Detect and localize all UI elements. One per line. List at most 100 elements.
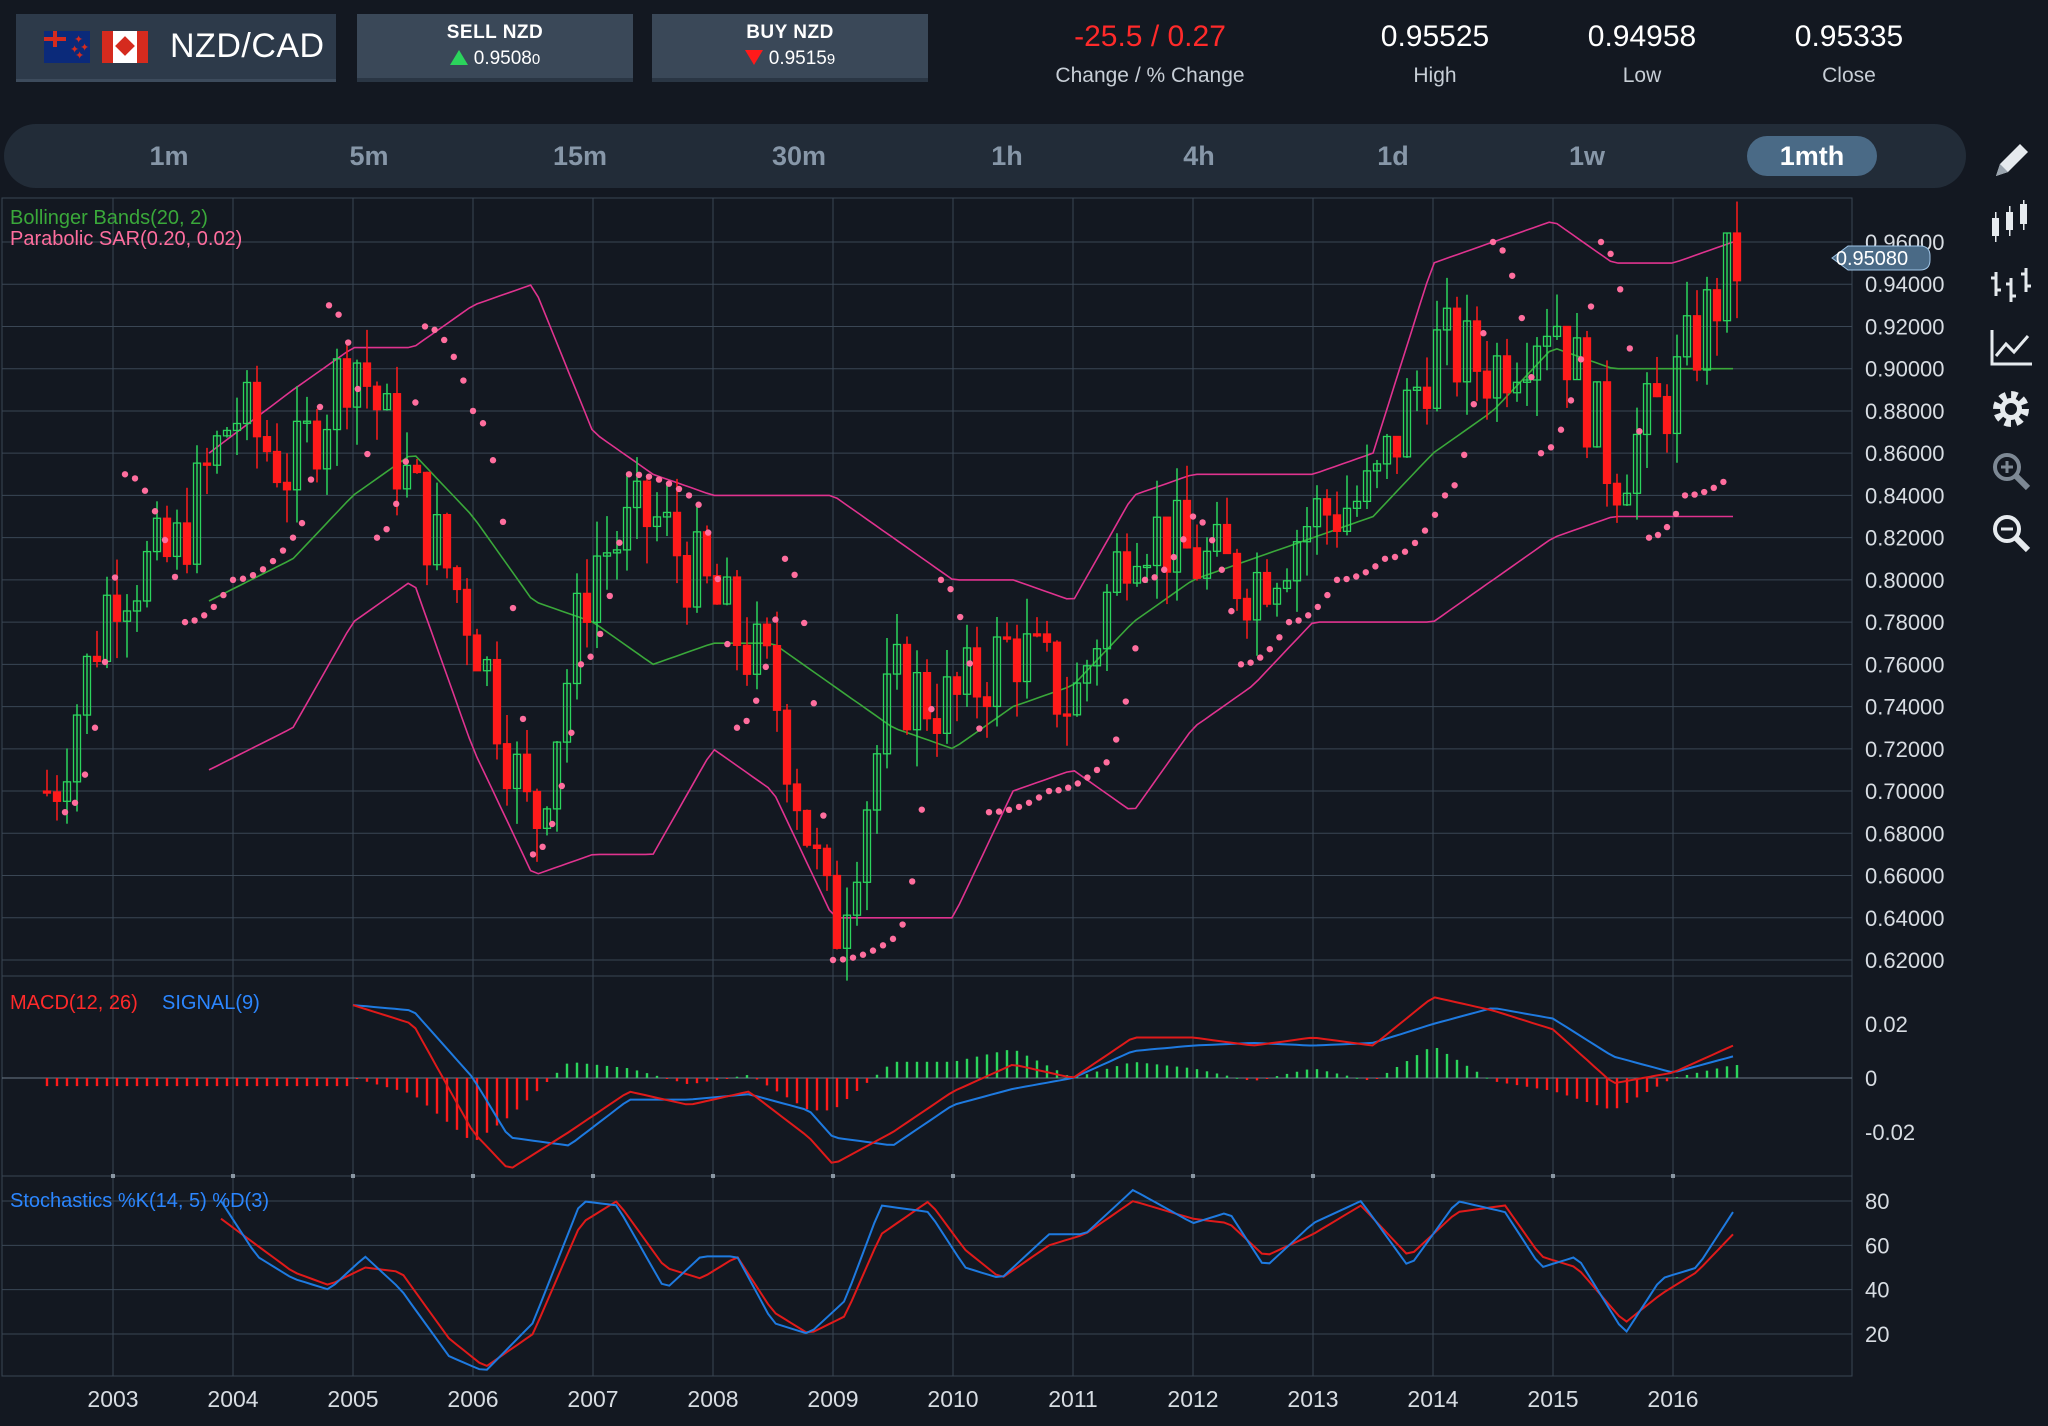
candlestick-icon[interactable] [1986, 198, 2036, 248]
sell-button[interactable]: SELL NZD 0.95080 [357, 14, 633, 82]
sar-dot [101, 658, 109, 666]
candle-body [872, 753, 882, 811]
sar-dot [1333, 576, 1341, 584]
sar-dot [1577, 356, 1585, 363]
panel-frame [1, 1175, 1853, 1377]
candle-body [1032, 633, 1042, 637]
sar-dot [1103, 759, 1110, 766]
bar-chart-icon[interactable] [1986, 260, 2036, 310]
candle-body [262, 436, 272, 453]
sar-dot [1607, 250, 1614, 258]
macd-histogram-bar [785, 1078, 789, 1098]
line-chart-icon[interactable] [1986, 322, 2036, 372]
y-tick-label: 0.88000 [1865, 399, 1945, 424]
tab-1m[interactable]: 1m [149, 141, 189, 171]
candle-body [592, 555, 602, 623]
sar-dot [1353, 573, 1360, 580]
candle-body [892, 643, 902, 675]
sar-dot [645, 473, 653, 480]
candle-body [1502, 355, 1512, 394]
sell-price-main: 0.9508 [473, 48, 532, 69]
macd-histogram-bar [1625, 1078, 1629, 1103]
tab-4h[interactable]: 4h [1183, 141, 1215, 171]
sar-dot [249, 571, 257, 579]
macd-histogram-bar [855, 1078, 859, 1091]
candle-body [112, 594, 122, 622]
candle-body [732, 576, 742, 646]
change-stat: -25.5 / 0.27 Change / % Change [1030, 20, 1270, 88]
stoch-tick-label: 60 [1865, 1233, 1889, 1258]
macd-histogram-bar [575, 1062, 579, 1078]
candle-body [52, 791, 62, 802]
tab-5m[interactable]: 5m [349, 141, 389, 171]
candle-body [1092, 648, 1102, 667]
x-tick-label: 2011 [1048, 1386, 1097, 1412]
sar-dot [947, 585, 954, 593]
sar-dot [316, 403, 324, 411]
sar-dot [889, 935, 897, 943]
y-tick-label: 0.86000 [1865, 441, 1945, 466]
macd-histogram-bar [805, 1078, 809, 1110]
macd-histogram-bar [1415, 1055, 1419, 1078]
tab-1h[interactable]: 1h [991, 141, 1023, 171]
tab-30m[interactable]: 30m [771, 141, 827, 171]
macd-histogram-bar [1275, 1076, 1279, 1078]
sar-dot [606, 592, 613, 600]
sar-dot [985, 808, 993, 816]
sar-dot [1372, 563, 1379, 570]
candle-body [1672, 356, 1682, 435]
candle-body [452, 567, 462, 591]
drawing-toolbar [1972, 126, 2048, 1426]
sar-dot [1324, 591, 1331, 599]
settings-icon[interactable] [1986, 384, 2036, 434]
macd-histogram-bar [1445, 1053, 1449, 1078]
price-chart[interactable]: 2003 2004 2005 2006 2007 2008 2009 2010 2011 2012… [0, 196, 1972, 1426]
tab-1mth[interactable]: 1mth [1747, 136, 1877, 176]
candle-body [642, 480, 652, 528]
buy-button[interactable]: BUY NZD 0.95159 [652, 14, 928, 82]
sar-dot [509, 604, 517, 612]
macd-histogram-bar [995, 1052, 999, 1078]
sar-dot [1710, 484, 1718, 492]
sar-dot [1180, 536, 1187, 543]
bollinger-bands [208, 221, 1734, 919]
macd-histogram-bar [245, 1078, 249, 1087]
sar-dot [393, 500, 400, 508]
sar-dot [364, 450, 371, 458]
candle-body [1072, 682, 1082, 716]
candle-body [202, 462, 212, 466]
tab-1d[interactable]: 1d [1377, 141, 1409, 171]
macd-histogram-bar [555, 1072, 559, 1078]
candle-body [542, 808, 552, 830]
candle-body [1482, 370, 1492, 399]
candle-body [612, 549, 622, 554]
candle-body [662, 511, 672, 518]
sar-dot [91, 724, 99, 731]
sar-dot [655, 476, 663, 483]
sell-label: SELL NZD [446, 22, 544, 43]
currency-pair-selector[interactable]: ✦ ✦ ✦ ✦ NZD/CAD [16, 14, 336, 82]
zoom-in-icon[interactable] [1986, 446, 2036, 496]
sar-dot [1636, 428, 1643, 435]
pencil-icon[interactable] [1986, 136, 2036, 186]
macd-histogram-bar [475, 1078, 479, 1140]
macd-histogram-bar [625, 1068, 629, 1078]
macd-histogram-bar [1545, 1078, 1549, 1090]
candle-body [1432, 329, 1442, 409]
sar-dot [1045, 787, 1053, 795]
candle-body [1002, 636, 1012, 640]
tab-1w[interactable]: 1w [1568, 141, 1606, 171]
tab-15m[interactable]: 15m [552, 141, 608, 171]
macd-histogram-bar [1485, 1077, 1489, 1079]
sar-dot [373, 534, 381, 541]
sar-dot [849, 954, 857, 961]
sar-dot [499, 518, 507, 526]
macd-histogram-bar [205, 1078, 209, 1087]
x-tick-label: 2008 [687, 1386, 738, 1412]
macd-histogram-bar [195, 1078, 199, 1087]
zoom-out-icon[interactable] [1986, 508, 2036, 558]
macd-histogram-bar [1705, 1070, 1709, 1078]
macd-histogram-bar [1715, 1068, 1719, 1078]
sar-dot [1247, 659, 1254, 666]
sar-dot [210, 603, 217, 611]
